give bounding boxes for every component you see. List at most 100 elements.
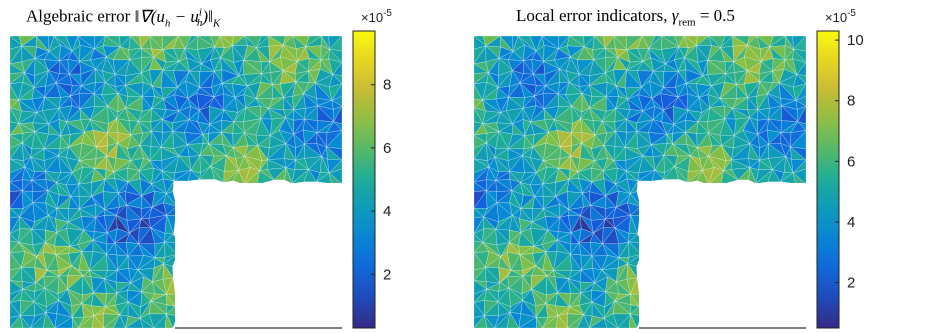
mesh-element bbox=[473, 190, 487, 210]
mesh-element bbox=[78, 269, 91, 277]
mesh-field bbox=[9, 35, 343, 329]
mesh-element bbox=[720, 35, 734, 48]
mesh-element bbox=[304, 143, 323, 159]
mesh-element bbox=[589, 232, 604, 245]
mesh-element bbox=[149, 35, 164, 51]
mesh-element bbox=[616, 193, 631, 208]
mesh-element bbox=[580, 290, 593, 303]
mesh-element bbox=[523, 134, 534, 150]
mesh-element bbox=[494, 312, 511, 329]
mesh-element bbox=[473, 301, 485, 318]
mesh-element bbox=[104, 278, 118, 294]
mesh-element bbox=[233, 107, 246, 123]
mesh-element bbox=[533, 93, 545, 110]
mesh-element bbox=[748, 167, 757, 185]
mesh-element bbox=[22, 71, 35, 89]
mesh-element bbox=[473, 216, 485, 235]
mesh-element bbox=[571, 132, 583, 146]
mesh-element bbox=[673, 46, 685, 61]
mesh-element bbox=[211, 82, 223, 98]
mesh-element bbox=[721, 145, 732, 162]
mesh-element bbox=[184, 35, 198, 49]
mesh-element bbox=[125, 72, 142, 86]
mesh-element bbox=[94, 155, 107, 170]
chart-svg: 2 4 6 8 10 ×10-5 bbox=[473, 8, 864, 332]
mesh-element bbox=[792, 35, 807, 52]
mesh-element bbox=[46, 270, 60, 277]
mesh-element bbox=[196, 35, 216, 50]
mesh-element bbox=[558, 35, 571, 50]
mesh-element bbox=[30, 156, 47, 173]
mesh-element bbox=[31, 96, 46, 114]
mesh-element bbox=[210, 166, 225, 184]
mesh-element bbox=[736, 83, 749, 99]
mesh-element bbox=[483, 202, 498, 218]
mesh-element bbox=[45, 69, 57, 87]
mesh-element bbox=[731, 107, 751, 120]
colorbar-exponent: ×10-5 bbox=[825, 8, 856, 25]
mesh-element bbox=[495, 228, 511, 246]
mesh-element bbox=[567, 207, 584, 216]
mesh-element bbox=[31, 171, 46, 181]
mesh-element bbox=[48, 35, 61, 52]
mesh-element bbox=[42, 251, 57, 272]
mesh-element bbox=[255, 98, 269, 109]
mesh-element bbox=[759, 46, 771, 63]
mesh-element bbox=[522, 300, 537, 318]
mesh-element bbox=[279, 56, 299, 72]
mesh-element bbox=[641, 35, 656, 50]
mesh-element bbox=[303, 169, 318, 183]
mesh-element bbox=[649, 80, 665, 99]
mesh-element bbox=[185, 80, 201, 99]
mesh-element bbox=[666, 124, 675, 135]
mesh-element bbox=[116, 107, 126, 119]
mesh-element bbox=[615, 85, 628, 100]
mesh-element bbox=[687, 93, 700, 111]
mesh-element bbox=[188, 106, 200, 121]
mesh-element bbox=[65, 35, 79, 52]
mesh-element bbox=[160, 146, 180, 161]
mesh-element bbox=[9, 133, 24, 144]
mesh-element bbox=[615, 48, 628, 58]
mesh-element bbox=[305, 45, 322, 61]
mesh-element bbox=[68, 195, 80, 210]
mesh-element bbox=[792, 168, 807, 185]
mesh-element bbox=[162, 277, 174, 296]
mesh-element bbox=[55, 172, 74, 184]
mesh-element bbox=[164, 233, 175, 243]
mesh-element bbox=[79, 208, 96, 218]
mesh-element bbox=[106, 242, 116, 255]
mesh-element bbox=[732, 108, 751, 119]
title-math-sub2: h bbox=[196, 17, 203, 30]
mesh-element bbox=[796, 121, 807, 131]
mesh-element bbox=[140, 195, 153, 209]
mesh-element bbox=[127, 144, 141, 162]
mesh-element bbox=[209, 46, 221, 61]
mesh-element bbox=[613, 35, 628, 51]
mesh-element bbox=[199, 96, 215, 111]
mesh-element bbox=[9, 181, 23, 192]
mesh-element bbox=[9, 301, 21, 318]
mesh-element bbox=[202, 124, 211, 135]
mesh-element bbox=[316, 172, 330, 183]
mesh-element bbox=[18, 228, 33, 246]
chart-panel-algebraic-error: Algebraic error ‖∇(uh − uih)‖K 2 4 6 8 ×10-5 bbox=[9, 6, 393, 329]
chart-svg: 2 4 6 8 ×10-5 bbox=[9, 8, 393, 329]
mesh-element bbox=[321, 156, 330, 173]
mesh-element bbox=[570, 214, 582, 234]
mesh-element bbox=[56, 194, 72, 210]
mesh-element bbox=[555, 305, 571, 316]
mesh-element bbox=[82, 274, 94, 296]
mesh-element bbox=[129, 56, 142, 74]
mesh-element bbox=[45, 300, 59, 314]
mesh-element bbox=[127, 255, 139, 271]
mesh-element bbox=[125, 96, 143, 109]
mesh-element bbox=[485, 35, 501, 48]
mesh-element bbox=[71, 317, 79, 329]
mesh-element bbox=[231, 83, 248, 98]
mesh-element bbox=[790, 129, 807, 148]
mesh-element bbox=[509, 171, 526, 184]
mesh-element bbox=[9, 216, 20, 235]
mesh-element bbox=[568, 278, 582, 294]
mesh-element bbox=[209, 165, 225, 184]
